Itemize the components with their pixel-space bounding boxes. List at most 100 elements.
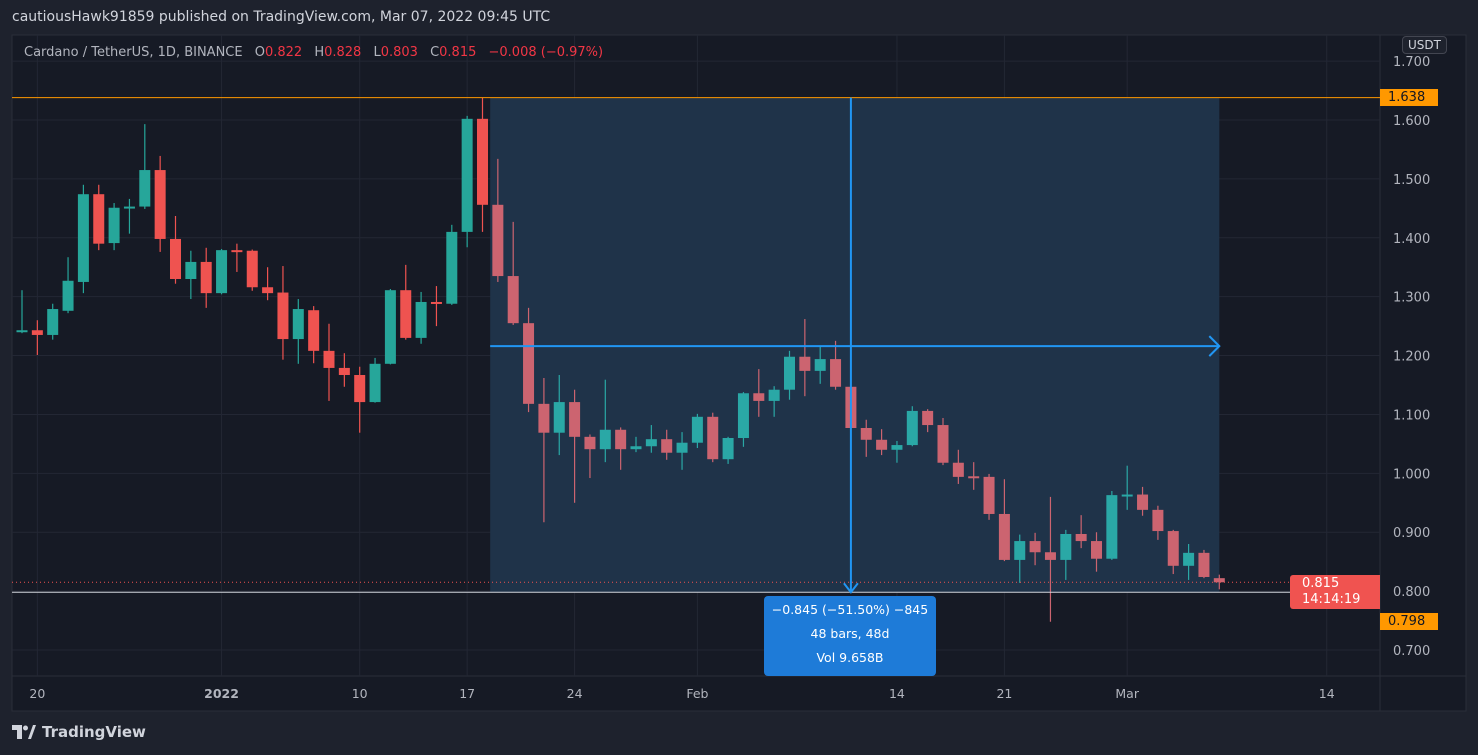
candle-body xyxy=(799,356,811,371)
candle-body xyxy=(323,350,335,368)
candle-body xyxy=(553,402,565,433)
candle-body xyxy=(246,250,258,288)
time-tick-label: Feb xyxy=(686,686,708,701)
candle-body xyxy=(1183,552,1195,566)
candle-body xyxy=(768,389,780,401)
candle-body xyxy=(952,462,964,477)
candle-body xyxy=(231,250,243,253)
high-label: H xyxy=(314,45,325,60)
candle-body xyxy=(292,309,304,340)
candle-body xyxy=(1137,494,1149,510)
measure-change: −0.845 (−51.50%) −845 xyxy=(771,602,929,617)
close-value: 0.815 xyxy=(439,45,477,60)
high-value: 0.828 xyxy=(324,45,362,60)
candle-body xyxy=(661,439,673,453)
candle-body xyxy=(277,292,289,340)
time-tick-label: 2022 xyxy=(204,686,239,701)
candle-body xyxy=(569,402,581,437)
candle-body xyxy=(645,439,657,447)
tradingview-logo-icon xyxy=(12,725,36,739)
candle-body xyxy=(1029,541,1041,553)
open-label: O xyxy=(254,45,265,60)
candle-body xyxy=(154,170,166,239)
candle-body xyxy=(16,330,28,333)
candle-body xyxy=(338,367,350,375)
candle-body xyxy=(523,323,535,404)
price-tick-label: 1.300 xyxy=(1393,291,1430,306)
price-tick-label: 1.700 xyxy=(1393,55,1430,70)
price-tick-label: 1.500 xyxy=(1393,173,1430,188)
time-tick-label: 24 xyxy=(567,686,583,701)
candle-body xyxy=(814,359,826,371)
publish-info: cautiousHawk91859 published on TradingVi… xyxy=(12,9,551,25)
candle-body xyxy=(538,403,550,433)
measure-volume: Vol 9.658B xyxy=(816,650,884,665)
candle-body xyxy=(461,118,473,232)
candle-body xyxy=(891,445,903,450)
measure-tooltip: −0.845 (−51.50%) −845 48 bars, 48d Vol 9… xyxy=(764,596,936,676)
candle-body xyxy=(1044,552,1056,560)
candle-body xyxy=(430,301,442,304)
candle-body xyxy=(599,429,611,450)
candle-body xyxy=(968,476,980,479)
low-value: 0.803 xyxy=(380,45,418,60)
time-tick-label: 21 xyxy=(996,686,1012,701)
price-tick-label: 1.100 xyxy=(1393,408,1430,423)
candle-body xyxy=(983,476,995,514)
candle-body xyxy=(507,276,519,324)
candle-body xyxy=(216,250,228,294)
candle-body xyxy=(185,261,197,280)
candle-body xyxy=(384,290,396,364)
candle-body xyxy=(262,287,274,294)
candle-body xyxy=(415,301,427,338)
candle-body xyxy=(400,290,412,338)
price-tick-label: 1.200 xyxy=(1393,350,1430,365)
candle-body xyxy=(47,309,59,335)
candle-body xyxy=(922,410,934,426)
candle-body xyxy=(1152,509,1164,532)
measure-down-arrow-icon xyxy=(843,582,859,594)
candle-body xyxy=(830,359,842,387)
symbol-name: Cardano / TetherUS, 1D, BINANCE xyxy=(24,45,243,60)
candle-body xyxy=(860,427,872,440)
price-tick-label: 1.000 xyxy=(1393,467,1430,482)
price-tick-label: 0.700 xyxy=(1393,644,1430,659)
open-value: 0.822 xyxy=(264,45,303,60)
close-label: C xyxy=(430,45,440,60)
measure-range-box xyxy=(490,97,1220,593)
price-tick-label: 1.600 xyxy=(1393,114,1430,129)
currency-button[interactable]: USDT xyxy=(1402,36,1447,54)
brand-name: TradingView xyxy=(42,723,146,741)
candle-body xyxy=(876,439,888,450)
candle-body xyxy=(170,238,181,280)
last-price: 0.815 xyxy=(1302,576,1340,591)
measure-bars: 48 bars, 48d xyxy=(810,626,890,641)
candle-body xyxy=(369,363,381,403)
candle-body xyxy=(93,194,105,244)
high-line-price-tag: 1.638 xyxy=(1380,89,1438,106)
candle-body xyxy=(630,446,642,450)
tradingview-logo[interactable]: TradingView xyxy=(12,723,146,741)
candle-body xyxy=(200,261,212,294)
low-line-price-tag: 0.798 xyxy=(1380,613,1438,630)
candle-body xyxy=(108,207,120,244)
candle-body xyxy=(477,118,488,205)
candle-body xyxy=(753,393,765,401)
symbol-legend: Cardano / TetherUS, 1D, BINANCE O0.822 H… xyxy=(24,45,603,60)
candle-body xyxy=(139,170,151,207)
candle-body xyxy=(123,206,135,209)
time-tick-label: 17 xyxy=(459,686,475,701)
candle-body xyxy=(937,425,949,463)
candle-body xyxy=(1198,552,1210,577)
candle-body xyxy=(1106,495,1118,559)
measure-right-arrow-icon xyxy=(1208,335,1221,357)
time-tick-label: Mar xyxy=(1115,686,1139,701)
candle-body xyxy=(676,442,688,453)
price-tick-label: 1.400 xyxy=(1393,232,1430,247)
candle-body xyxy=(1091,541,1102,559)
low-label: L xyxy=(373,45,381,60)
last-price-tag: 0.815 14:14:19 xyxy=(1290,575,1380,609)
candle-body xyxy=(707,416,719,460)
candle-body xyxy=(722,438,734,460)
